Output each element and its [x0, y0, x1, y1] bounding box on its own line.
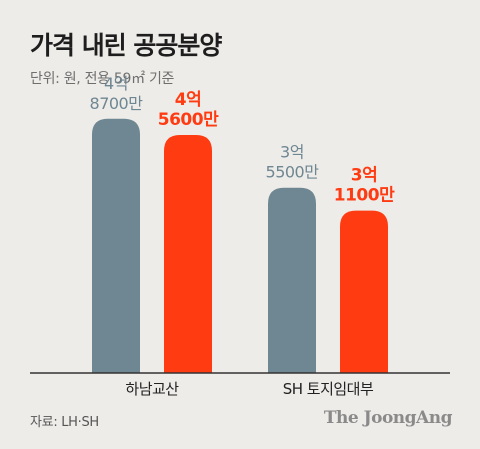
bar-0-1 [164, 134, 212, 373]
value-label-1-0-1: 5500만 [266, 163, 320, 182]
bars-group [92, 118, 388, 373]
bar-1-0 [268, 187, 316, 373]
value-label-1-0-0: 3억 [280, 143, 304, 162]
source-note: 자료: LH·SH [30, 415, 99, 430]
bar-1-1 [340, 210, 388, 373]
bar-0-0 [92, 118, 140, 373]
category-label-1: SH 토지임대부 [283, 380, 374, 398]
chart-title: 가격 내린 공공분양 [30, 31, 222, 60]
value-label-0-0-1: 8700만 [90, 94, 144, 113]
category-labels-group: 하남교산 SH 토지임대부 [125, 380, 374, 398]
value-label-1-1-1: 1100만 [334, 186, 395, 206]
value-label-0-1-0: 4억 [175, 90, 201, 110]
category-label-0: 하남교산 [125, 380, 179, 398]
brand-logo: The JoongAng [323, 408, 453, 428]
value-label-0-0-0: 4억 [104, 74, 128, 93]
unit-note: 단위: 원, 전용 59㎡ 기준 [30, 71, 175, 87]
value-label-0-1-1: 5600만 [158, 110, 219, 130]
value-label-1-1-0: 3억 [351, 166, 377, 186]
